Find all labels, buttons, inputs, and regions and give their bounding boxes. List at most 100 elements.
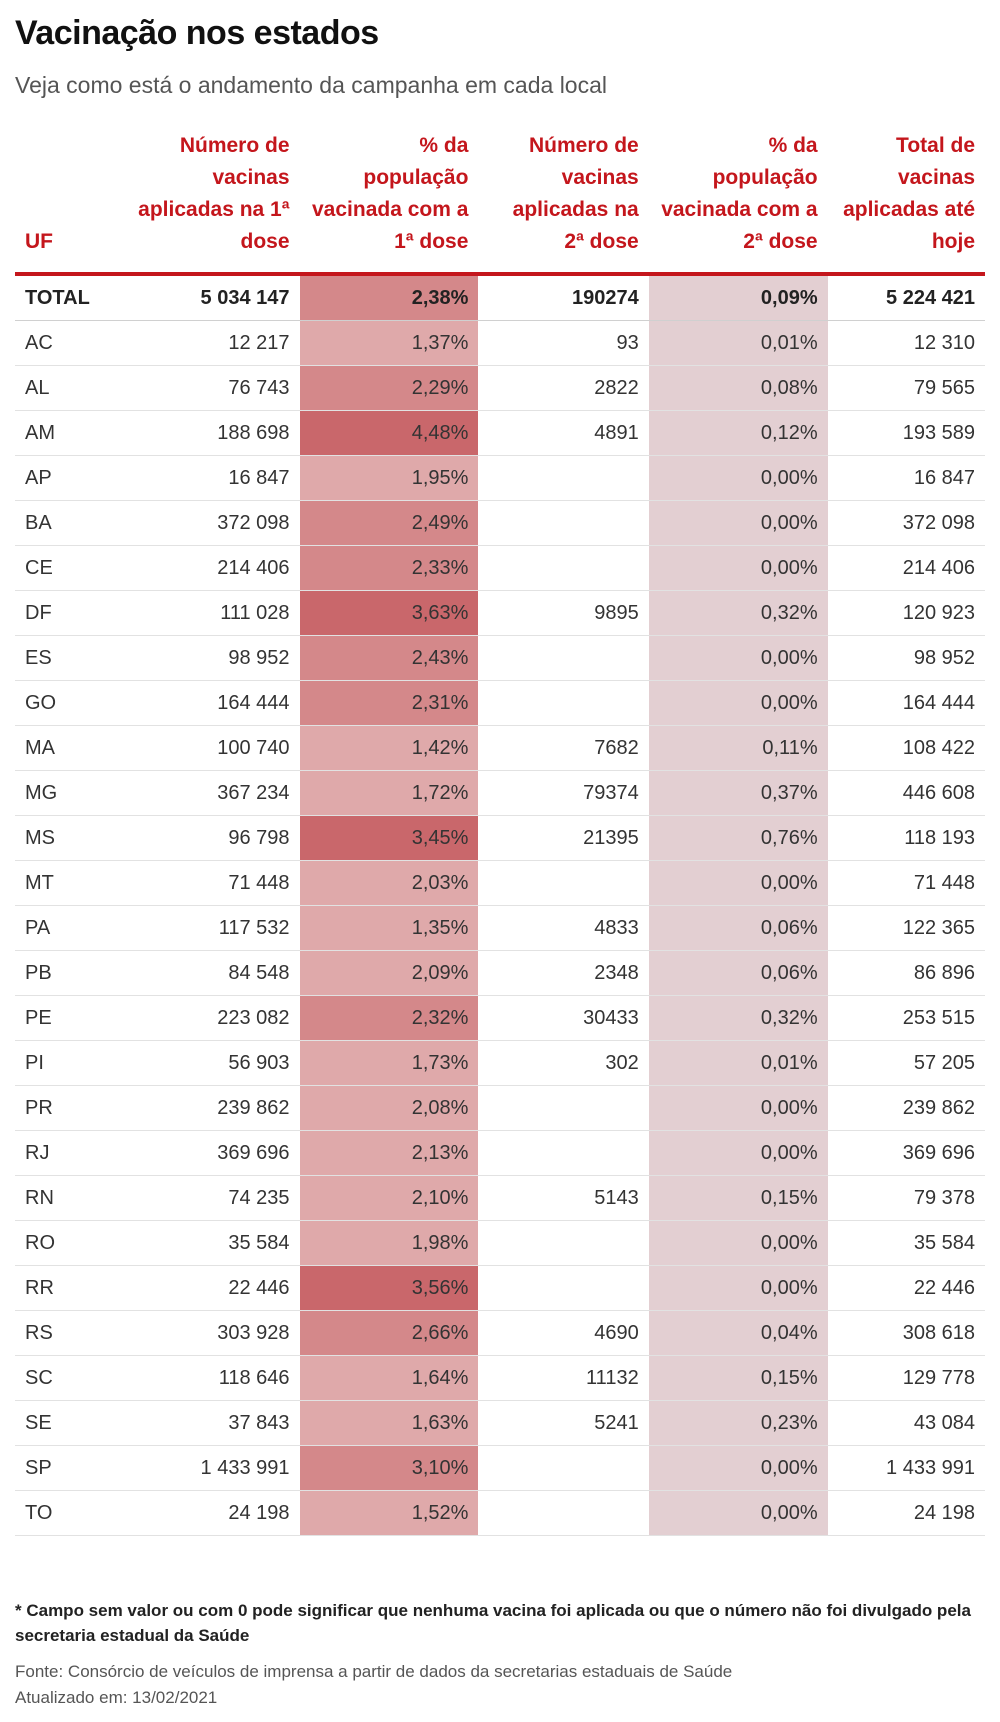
cell-uf: MA bbox=[15, 725, 123, 771]
cell-total: 86 896 bbox=[827, 950, 985, 996]
cell-dose1: 98 952 bbox=[122, 635, 300, 681]
cell-pct1: 3,10% bbox=[299, 1445, 479, 1491]
cell-dose2: 302 bbox=[478, 1040, 649, 1086]
cell-pct2: 0,00% bbox=[648, 455, 828, 501]
cell-pct1: 1,95% bbox=[299, 455, 479, 501]
cell-uf: ES bbox=[15, 635, 123, 681]
cell-uf: MS bbox=[15, 815, 123, 861]
cell-pct2: 0,00% bbox=[648, 1265, 828, 1311]
cell-pct1: 2,08% bbox=[299, 1085, 479, 1131]
cell-pct1: 3,63% bbox=[299, 590, 479, 636]
cell-pct1: 2,29% bbox=[299, 365, 479, 411]
table-row: RR 22 446 3,56% 0,00% 22 446 bbox=[15, 1265, 985, 1311]
cell-pct1: 2,32% bbox=[299, 995, 479, 1041]
column-header-total: Total de vacinas aplicadas até hoje bbox=[827, 130, 985, 276]
cell-uf: AP bbox=[15, 455, 123, 501]
cell-pct2: 0,04% bbox=[648, 1310, 828, 1356]
cell-dose1: 303 928 bbox=[122, 1310, 300, 1356]
table-row: TO 24 198 1,52% 0,00% 24 198 bbox=[15, 1490, 985, 1536]
cell-dose1: 372 098 bbox=[122, 500, 300, 546]
cell-uf: TOTAL bbox=[15, 274, 123, 321]
cell-dose2: 93 bbox=[478, 320, 649, 366]
cell-total: 79 378 bbox=[827, 1175, 985, 1221]
cell-total: 16 847 bbox=[827, 455, 985, 501]
table-row: ES 98 952 2,43% 0,00% 98 952 bbox=[15, 635, 985, 681]
cell-dose2 bbox=[478, 1265, 649, 1311]
cell-pct2: 0,76% bbox=[648, 815, 828, 861]
table-row: AL 76 743 2,29% 2822 0,08% 79 565 bbox=[15, 365, 985, 411]
cell-total: 372 098 bbox=[827, 500, 985, 546]
cell-dose2: 5143 bbox=[478, 1175, 649, 1221]
cell-pct1: 1,73% bbox=[299, 1040, 479, 1086]
table-row: PI 56 903 1,73% 302 0,01% 57 205 bbox=[15, 1040, 985, 1086]
table-row: AP 16 847 1,95% 0,00% 16 847 bbox=[15, 455, 985, 501]
cell-dose2 bbox=[478, 1220, 649, 1266]
cell-uf: DF bbox=[15, 590, 123, 636]
cell-pct1: 2,31% bbox=[299, 680, 479, 726]
cell-pct2: 0,00% bbox=[648, 1490, 828, 1536]
cell-dose2: 21395 bbox=[478, 815, 649, 861]
cell-dose2 bbox=[478, 500, 649, 546]
column-header-pct2: % da população vacinada com a 2ª dose bbox=[648, 130, 828, 276]
cell-dose1: 164 444 bbox=[122, 680, 300, 726]
cell-total: 108 422 bbox=[827, 725, 985, 771]
cell-total: 12 310 bbox=[827, 320, 985, 366]
cell-dose2 bbox=[478, 545, 649, 591]
cell-pct2: 0,00% bbox=[648, 1085, 828, 1131]
cell-dose1: 369 696 bbox=[122, 1130, 300, 1176]
table-row: RS 303 928 2,66% 4690 0,04% 308 618 bbox=[15, 1310, 985, 1356]
cell-dose1: 118 646 bbox=[122, 1355, 300, 1401]
cell-total: 308 618 bbox=[827, 1310, 985, 1356]
table-row: PE 223 082 2,32% 30433 0,32% 253 515 bbox=[15, 995, 985, 1041]
cell-dose2: 2822 bbox=[478, 365, 649, 411]
cell-pct2: 0,00% bbox=[648, 635, 828, 681]
cell-dose1: 74 235 bbox=[122, 1175, 300, 1221]
cell-dose2 bbox=[478, 1130, 649, 1176]
cell-uf: RS bbox=[15, 1310, 123, 1356]
cell-pct2: 0,00% bbox=[648, 1220, 828, 1266]
table-row: MS 96 798 3,45% 21395 0,76% 118 193 bbox=[15, 815, 985, 861]
table-row: AC 12 217 1,37% 93 0,01% 12 310 bbox=[15, 320, 985, 366]
table-body: TOTAL 5 034 147 2,38% 190274 0,09% 5 224 421 A… bbox=[15, 274, 985, 1536]
cell-pct2: 0,32% bbox=[648, 995, 828, 1041]
cell-total: 22 446 bbox=[827, 1265, 985, 1311]
cell-pct2: 0,00% bbox=[648, 860, 828, 906]
cell-dose1: 214 406 bbox=[122, 545, 300, 591]
cell-dose2 bbox=[478, 1085, 649, 1131]
cell-pct2: 0,06% bbox=[648, 905, 828, 951]
cell-dose1: 35 584 bbox=[122, 1220, 300, 1266]
cell-total: 1 433 991 bbox=[827, 1445, 985, 1491]
table-row: SE 37 843 1,63% 5241 0,23% 43 084 bbox=[15, 1400, 985, 1446]
cell-dose1: 56 903 bbox=[122, 1040, 300, 1086]
cell-pct1: 2,38% bbox=[299, 274, 479, 321]
cell-dose1: 188 698 bbox=[122, 410, 300, 456]
cell-dose1: 84 548 bbox=[122, 950, 300, 996]
cell-uf: PA bbox=[15, 905, 123, 951]
cell-dose2: 11132 bbox=[478, 1355, 649, 1401]
table-row: MG 367 234 1,72% 79374 0,37% 446 608 bbox=[15, 770, 985, 816]
table-row: MA 100 740 1,42% 7682 0,11% 108 422 bbox=[15, 725, 985, 771]
footnote: * Campo sem valor ou com 0 pode signific… bbox=[15, 1601, 971, 1645]
cell-total: 35 584 bbox=[827, 1220, 985, 1266]
table-row: AM 188 698 4,48% 4891 0,12% 193 589 bbox=[15, 410, 985, 456]
cell-pct1: 3,45% bbox=[299, 815, 479, 861]
cell-pct2: 0,00% bbox=[648, 500, 828, 546]
cell-uf: BA bbox=[15, 500, 123, 546]
cell-pct1: 4,48% bbox=[299, 410, 479, 456]
cell-pct2: 0,00% bbox=[648, 1130, 828, 1176]
cell-dose2: 190274 bbox=[478, 274, 649, 321]
column-header-dose1: Número de vacinas aplicadas na 1ª dose bbox=[122, 130, 300, 276]
cell-dose1: 223 082 bbox=[122, 995, 300, 1041]
cell-total: 43 084 bbox=[827, 1400, 985, 1446]
cell-pct1: 1,72% bbox=[299, 770, 479, 816]
cell-total: 5 224 421 bbox=[827, 274, 985, 321]
vaccination-table: UF Número de vacinas aplicadas na 1ª dos… bbox=[15, 130, 985, 1536]
cell-uf: MT bbox=[15, 860, 123, 906]
cell-dose1: 37 843 bbox=[122, 1400, 300, 1446]
cell-pct2: 0,32% bbox=[648, 590, 828, 636]
cell-dose2 bbox=[478, 455, 649, 501]
cell-dose1: 100 740 bbox=[122, 725, 300, 771]
cell-uf: SE bbox=[15, 1400, 123, 1446]
cell-pct2: 0,01% bbox=[648, 320, 828, 366]
table-row: PA 117 532 1,35% 4833 0,06% 122 365 bbox=[15, 905, 985, 951]
